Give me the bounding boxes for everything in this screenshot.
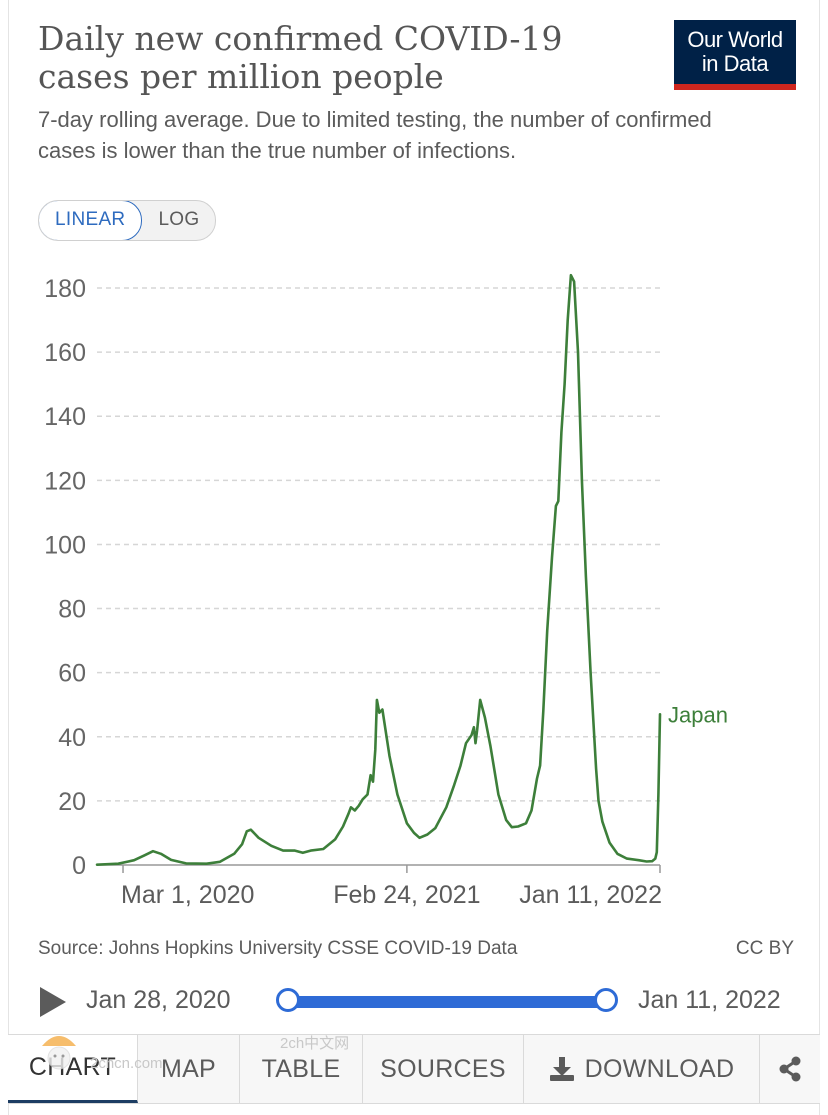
series-label-japan[interactable]: Japan [668, 702, 728, 727]
download-icon [549, 1057, 574, 1081]
line-chart: 0 20 40 60 80 100 120 140 160 180 Mar 1, 2020 Feb … [44, 273, 728, 909]
x-tick-label: Jan 11, 2022 [519, 881, 662, 909]
tab-sources[interactable]: SOURCES [363, 1035, 524, 1103]
y-tick-label: 60 [58, 660, 86, 688]
timeline-start-handle[interactable] [276, 988, 300, 1012]
log-scale-button[interactable]: LOG [158, 209, 200, 230]
timeline-track[interactable] [288, 996, 606, 1008]
timeline-start-label: Jan 28, 2020 [86, 986, 231, 1014]
y-tick-label: 180 [44, 275, 86, 303]
chart-frame [8, 0, 820, 1115]
y-tick-label: 160 [44, 339, 86, 367]
logo-line-2: in Data [701, 51, 769, 76]
series-layer: Japan [95, 273, 728, 866]
tab-bar: CHART MAP TABLE SOURCES DOWNLOAD [8, 1034, 820, 1104]
play-icon[interactable] [40, 987, 66, 1017]
chart-title: Daily new confirmed COVID-19 cases per m… [38, 19, 563, 96]
y-tick-label: 100 [44, 531, 86, 559]
y-tick-label: 80 [58, 596, 86, 624]
x-tick-label: Mar 1, 2020 [121, 881, 254, 909]
y-axis-ticks: 0 20 40 60 80 100 120 140 160 180 [44, 275, 86, 880]
y-tick-label: 0 [72, 852, 86, 880]
tab-chart[interactable]: CHART [8, 1035, 138, 1103]
gridlines [97, 287, 660, 802]
tab-download-label: DOWNLOAD [584, 1054, 735, 1083]
timeline-end-handle[interactable] [594, 988, 618, 1012]
timeline: Jan 28, 2020 Jan 11, 2022 [0, 980, 828, 1026]
series-line-japan[interactable] [95, 273, 662, 866]
share-icon [779, 1056, 801, 1082]
source-note[interactable]: Source: Johns Hopkins University CSSE CO… [38, 938, 518, 959]
y-tick-label: 120 [44, 467, 86, 495]
license-link[interactable]: CC BY [735, 938, 794, 959]
x-tick-label: Feb 24, 2021 [333, 881, 480, 909]
y-tick-label: 20 [58, 788, 86, 816]
chart-subtitle: 7-day rolling average. Due to limited te… [38, 107, 712, 163]
timeline-end-label: Jan 11, 2022 [638, 986, 781, 1014]
linear-scale-button[interactable]: LINEAR [39, 201, 143, 240]
x-axis: Mar 1, 2020 Feb 24, 2021 Jan 11, 2022 [97, 864, 662, 909]
logo-line-1: Our World [687, 27, 783, 52]
scale-toggle: LINEAR LOG [38, 200, 217, 241]
y-tick-label: 140 [44, 403, 86, 431]
share-button[interactable] [760, 1035, 820, 1103]
owid-logo[interactable]: Our World in Data [674, 20, 796, 90]
tab-download[interactable]: DOWNLOAD [524, 1035, 760, 1103]
y-tick-label: 40 [58, 724, 86, 752]
tab-map[interactable]: MAP [138, 1035, 240, 1103]
tab-table[interactable]: TABLE [240, 1035, 363, 1103]
